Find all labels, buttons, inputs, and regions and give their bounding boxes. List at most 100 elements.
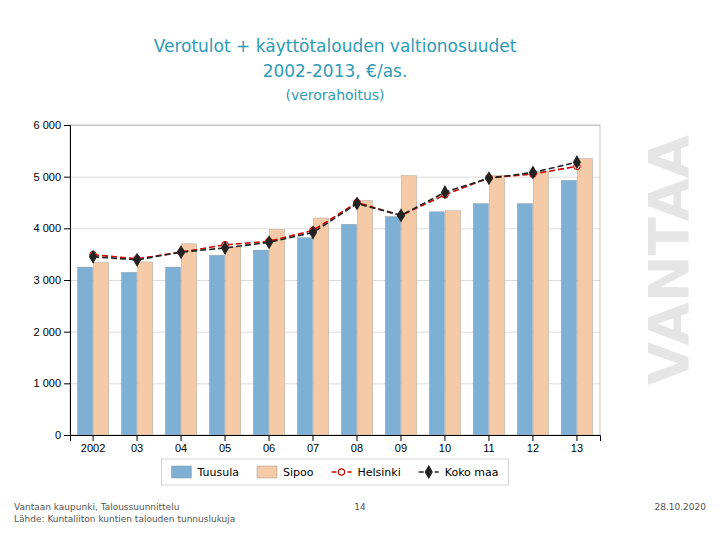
grid-tick: [70, 177, 600, 178]
x-tick-mark: [356, 435, 357, 441]
y-tick-label: 0: [55, 429, 61, 441]
bar: [561, 180, 576, 435]
y-tick-label: 4 000: [33, 222, 61, 234]
line: [93, 162, 577, 260]
y-tick: 1 000: [33, 377, 70, 389]
x-tick-label: 09: [395, 442, 407, 454]
x-tick-mark: [137, 435, 138, 441]
line-series: [90, 163, 580, 262]
marker: [134, 254, 141, 266]
bar: [77, 267, 92, 435]
x-tick-label: 10: [439, 442, 451, 454]
x-axis-line: [71, 436, 601, 442]
legend-swatch: [257, 466, 277, 478]
y-tick: 3 000: [33, 274, 70, 286]
x-tick-label: 12: [527, 442, 539, 454]
y-tick-mark: [64, 435, 70, 436]
y-tick-mark: [64, 125, 70, 126]
bar: [209, 255, 224, 435]
grid-line: [70, 177, 600, 178]
x-tick: 06: [263, 435, 275, 454]
legend-label: Helsinki: [357, 466, 400, 479]
x-tick-label: 2002: [81, 442, 105, 454]
bar: [489, 176, 504, 435]
x-tick: 05: [219, 435, 231, 454]
bar: [137, 262, 152, 435]
footer-left: Lähde: Kuntaliiton kuntien talouden tunn…: [14, 514, 235, 524]
bar: [517, 204, 532, 435]
x-tick: 07: [307, 435, 319, 454]
title: Verotulot + käyttötalouden valtionosuude…: [154, 36, 517, 56]
bar: [533, 172, 548, 436]
y-tick-mark: [64, 228, 70, 229]
legend-label: Sipoo: [283, 466, 314, 479]
bar: [181, 244, 196, 435]
y-tick: 0: [55, 429, 70, 441]
bar: [225, 247, 240, 435]
legend-marker: [425, 466, 432, 478]
bar: [445, 211, 460, 435]
marker: [398, 210, 405, 222]
legend-marker: [338, 469, 344, 475]
x-tick: 10: [439, 435, 451, 454]
y-tick-mark: [64, 383, 70, 384]
legend-item: Sipoo: [257, 466, 314, 479]
legend-item: Koko maa: [419, 466, 499, 479]
x-tick-label: 11: [483, 442, 494, 454]
marker: [530, 167, 537, 179]
bar: [313, 218, 328, 435]
bar: [341, 224, 356, 435]
bar: [253, 250, 268, 435]
legend-label: Tuusula: [196, 466, 239, 479]
line-series: [90, 156, 581, 265]
legend-label: Koko maa: [445, 466, 499, 479]
bar: [473, 204, 488, 435]
x-tick-mark: [313, 435, 314, 441]
x-tick: 08: [351, 435, 363, 454]
bar: [93, 262, 108, 435]
y-axis: 0 1 000 2 000 3 000 4 000 5 000 6 000: [33, 119, 70, 441]
legend-item: Tuusula: [171, 466, 239, 479]
marker: [442, 186, 449, 198]
x-tick: 04: [175, 435, 187, 454]
x-tick-label: 03: [131, 442, 143, 454]
y-tick: 6 000: [33, 119, 70, 131]
legend: Tuusula Sipoo Helsinki Koko maa: [161, 459, 508, 485]
y-tick: 2 000: [33, 326, 70, 338]
x-tick-label: 06: [263, 442, 275, 454]
footer-left: Vantaan kaupunki, Taloussuunnittelu: [14, 502, 179, 512]
title-note: (verorahoitus): [285, 87, 384, 103]
grid: [70, 126, 600, 436]
y-tick: 4 000: [33, 222, 70, 234]
bar: [121, 272, 136, 435]
x-tick-label: 05: [219, 442, 231, 454]
marker: [574, 156, 581, 168]
x-tick-mark: [225, 435, 226, 441]
y-tick-mark: [64, 280, 70, 281]
bar: [429, 212, 444, 435]
y-axis-line: [64, 126, 71, 436]
y-tick-label: 1 000: [33, 377, 61, 389]
plot-frame: [70, 125, 600, 435]
x-tick: 13: [571, 435, 583, 454]
x-tick-mark: [532, 435, 533, 441]
x-tick-label: 07: [307, 442, 319, 454]
x-tick-mark: [269, 435, 270, 441]
bar: [357, 200, 372, 435]
x-tick-mark: [181, 435, 182, 441]
watermark: VANTAA: [636, 134, 701, 385]
y-tick-label: 2 000: [33, 326, 61, 338]
x-tick-mark: [576, 435, 577, 441]
bar: [385, 216, 400, 435]
y-tick-mark: [64, 177, 70, 178]
bar-series: [93, 159, 592, 435]
footer-right: 28.10.2020: [654, 502, 706, 512]
marker: [178, 246, 185, 258]
y-tick-label: 3 000: [33, 274, 61, 286]
x-tick: 11: [483, 435, 494, 454]
y-tick: 5 000: [33, 171, 70, 183]
x-tick-label: 13: [571, 442, 583, 454]
x-axis: 2002 03 04 05 06 07 08 09 10 11 12 13: [71, 435, 601, 454]
x-tick: 03: [131, 435, 143, 454]
bar: [297, 238, 312, 435]
